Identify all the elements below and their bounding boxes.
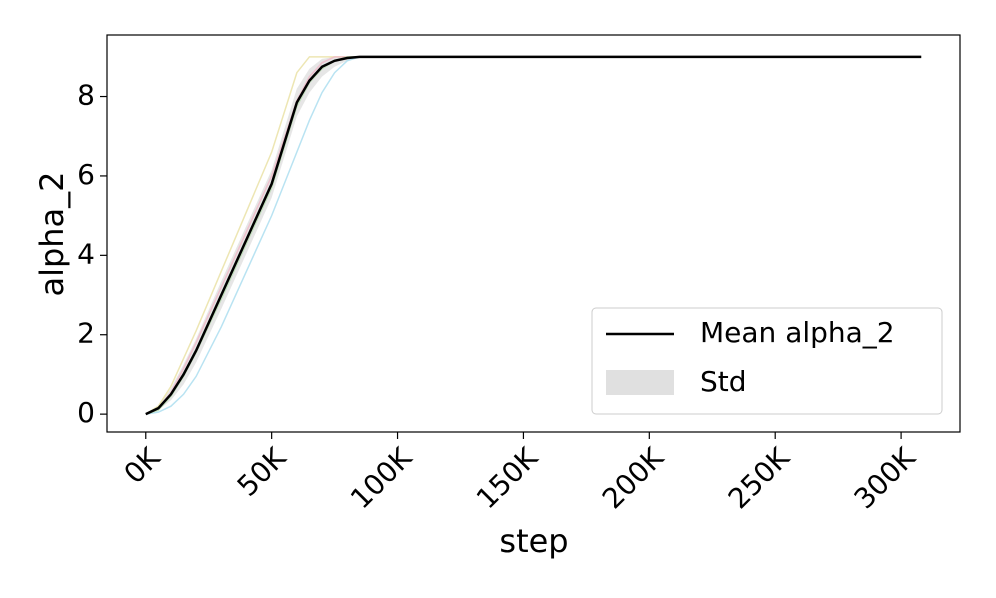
legend-label: Mean alpha_2 xyxy=(700,316,895,349)
x-tick-label: 250K xyxy=(722,441,797,516)
x-tick-label: 200K xyxy=(596,441,671,516)
y-tick-label: 8 xyxy=(77,79,95,112)
legend-swatch xyxy=(606,370,674,395)
plot-frame xyxy=(106,34,961,433)
x-axis-label: step xyxy=(499,522,568,560)
legend-box xyxy=(591,307,943,415)
run-line xyxy=(145,56,922,415)
x-tick-label: 0K xyxy=(117,441,166,490)
x-tick-label: 150K xyxy=(470,441,545,516)
y-axis-label: alpha_2 xyxy=(33,171,71,296)
y-tick-label: 4 xyxy=(77,237,95,270)
y-tick-label: 6 xyxy=(77,158,95,191)
mean-line xyxy=(145,55,922,416)
x-tick-label: 50K xyxy=(231,441,293,503)
x-tick-label: 100K xyxy=(344,441,419,516)
y-tick-label: 0 xyxy=(77,396,95,429)
y-tick-label: 2 xyxy=(77,317,95,350)
legend-label: Std xyxy=(700,365,747,398)
x-tick-label: 300K xyxy=(848,441,923,516)
run-line xyxy=(145,56,922,415)
